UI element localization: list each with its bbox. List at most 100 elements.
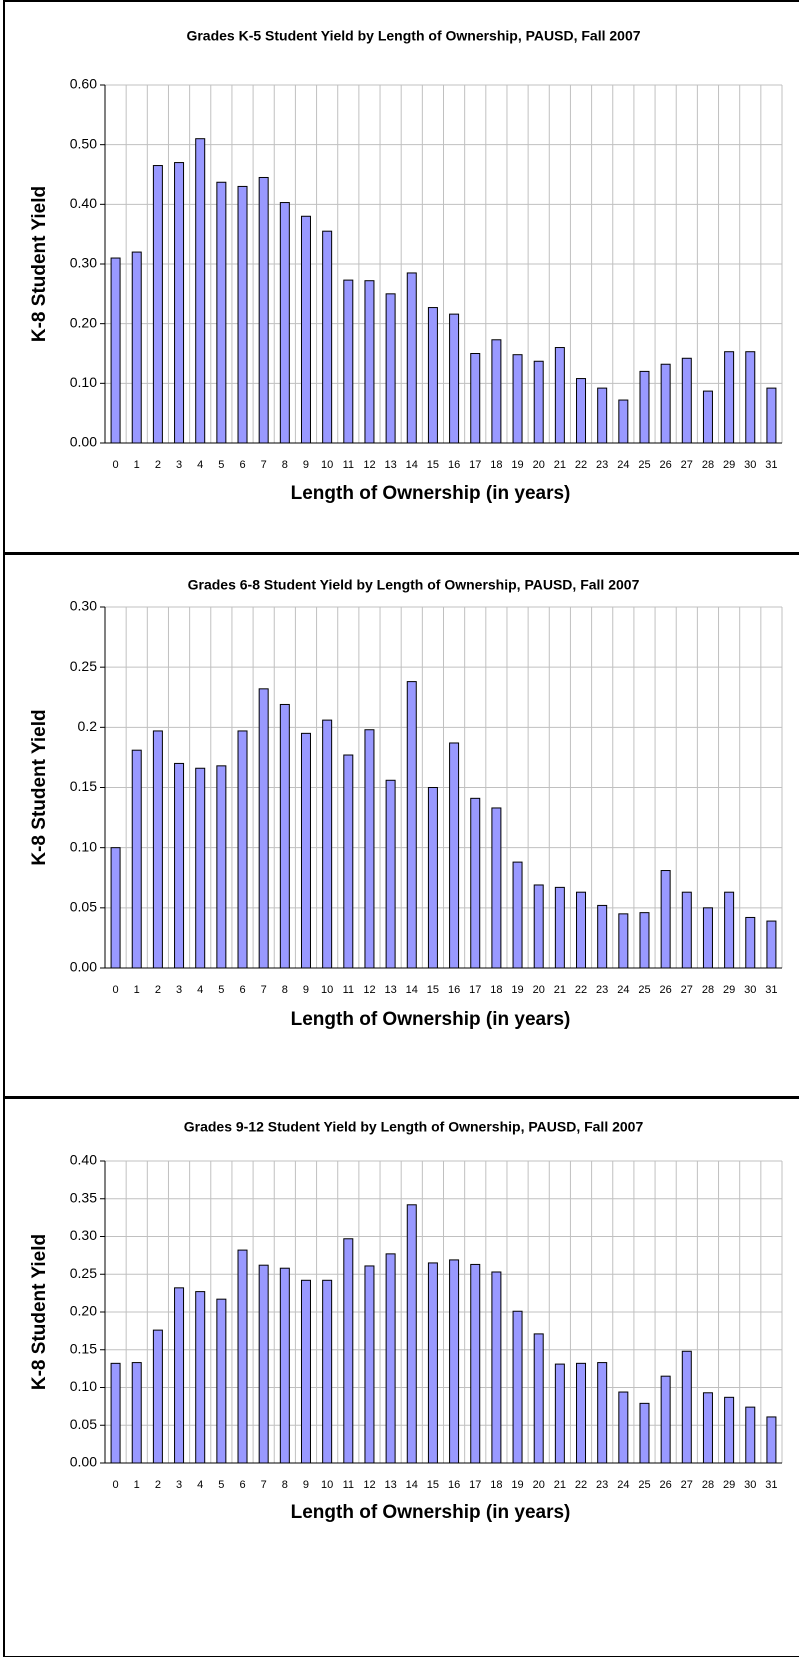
bar xyxy=(258,688,269,969)
bar xyxy=(406,1204,417,1464)
bar xyxy=(343,754,354,969)
chart-title: Grades K-5 Student Yield by Length of Ow… xyxy=(186,28,640,44)
x-tick-label: 19 xyxy=(511,984,523,996)
x-tick-label: 23 xyxy=(596,459,608,471)
x-tick-label: 4 xyxy=(197,459,203,471)
bar xyxy=(195,138,206,444)
y-tick-label: 0.05 xyxy=(70,899,97,915)
bar xyxy=(470,797,481,969)
y-tick-label: 0.15 xyxy=(70,1340,97,1356)
y-tick-label: 0.30 xyxy=(70,598,97,614)
bar xyxy=(597,1362,608,1464)
x-tick-label: 17 xyxy=(469,1479,481,1491)
bar xyxy=(449,1259,460,1464)
x-tick-label: 3 xyxy=(176,1479,182,1491)
bar xyxy=(322,719,333,969)
y-tick-label: 0.35 xyxy=(70,1189,97,1205)
bar xyxy=(702,390,713,444)
x-tick-label: 13 xyxy=(384,984,396,996)
x-tick-label: 18 xyxy=(490,459,502,471)
x-tick-label: 12 xyxy=(363,1479,375,1491)
x-tick-label: 27 xyxy=(681,459,693,471)
bar xyxy=(385,1253,396,1464)
y-tick-label: 0.40 xyxy=(70,195,97,211)
x-tick-label: 15 xyxy=(427,459,439,471)
x-tick-label: 16 xyxy=(448,984,460,996)
x-tick-label: 31 xyxy=(765,459,777,471)
x-tick-label: 7 xyxy=(261,984,267,996)
bar xyxy=(533,884,544,969)
x-tick-label: 17 xyxy=(469,459,481,471)
bar xyxy=(216,181,227,444)
bar xyxy=(639,1402,650,1464)
x-axis-title: Length of Ownership (in years) xyxy=(291,1009,571,1030)
y-tick-label: 0.00 xyxy=(70,434,97,450)
bar xyxy=(131,1362,142,1464)
x-tick-label: 22 xyxy=(575,984,587,996)
bar xyxy=(279,703,290,969)
y-tick-label: 0.60 xyxy=(70,76,97,92)
bar xyxy=(322,1279,333,1464)
bar xyxy=(364,280,375,444)
x-tick-label: 21 xyxy=(554,984,566,996)
x-tick-label: 2 xyxy=(155,459,161,471)
bar xyxy=(322,230,333,444)
x-tick-label: 1 xyxy=(134,459,140,471)
x-tick-label: 6 xyxy=(239,1479,245,1491)
x-axis-title: Length of Ownership (in years) xyxy=(291,1502,571,1523)
y-axis-title: K-8 Student Yield xyxy=(29,1234,50,1390)
bar xyxy=(406,681,417,969)
x-tick-label: 25 xyxy=(638,1479,650,1491)
bar xyxy=(597,387,608,444)
y-tick-label: 0.20 xyxy=(70,314,97,330)
bar xyxy=(660,363,671,444)
bar xyxy=(470,353,481,444)
x-tick-label: 9 xyxy=(303,1479,309,1491)
x-tick-label: 9 xyxy=(303,984,309,996)
bar xyxy=(597,904,608,969)
bar xyxy=(533,360,544,444)
x-tick-label: 5 xyxy=(218,1479,224,1491)
x-tick-label: 30 xyxy=(744,984,756,996)
x-tick-label: 24 xyxy=(617,459,629,471)
x-tick-label: 15 xyxy=(427,1479,439,1491)
bar xyxy=(681,1350,692,1464)
bar xyxy=(702,907,713,969)
x-tick-label: 26 xyxy=(660,459,672,471)
bar xyxy=(766,920,777,969)
bar xyxy=(554,886,565,969)
x-tick-label: 7 xyxy=(261,459,267,471)
x-tick-label: 8 xyxy=(282,459,288,471)
bar xyxy=(724,891,735,969)
bar xyxy=(745,351,756,444)
x-tick-label: 2 xyxy=(155,1479,161,1491)
x-tick-label: 6 xyxy=(239,984,245,996)
bar xyxy=(110,257,121,444)
x-tick-label: 16 xyxy=(448,459,460,471)
bar xyxy=(639,912,650,969)
x-tick-label: 0 xyxy=(113,459,119,471)
y-tick-label: 0.30 xyxy=(70,255,97,271)
x-tick-label: 27 xyxy=(681,984,693,996)
x-tick-label: 12 xyxy=(363,459,375,471)
x-tick-label: 0 xyxy=(113,1479,119,1491)
y-tick-label: 0.00 xyxy=(70,959,97,975)
bar xyxy=(745,1406,756,1464)
bar xyxy=(576,1362,587,1464)
bar xyxy=(554,347,565,444)
y-tick-label: 0.30 xyxy=(70,1227,97,1243)
bar xyxy=(195,767,206,969)
bar xyxy=(427,307,438,444)
bar xyxy=(427,787,438,969)
bar xyxy=(174,162,185,444)
bar xyxy=(195,1291,206,1464)
bar xyxy=(449,313,460,444)
x-tick-label: 11 xyxy=(343,1479,354,1491)
y-tick-label: 0.25 xyxy=(70,1265,97,1281)
x-tick-label: 15 xyxy=(427,984,439,996)
x-tick-label: 28 xyxy=(702,1479,714,1491)
x-tick-label: 29 xyxy=(723,1479,735,1491)
bar xyxy=(343,279,354,444)
x-tick-label: 21 xyxy=(554,1479,566,1491)
x-tick-label: 30 xyxy=(744,1479,756,1491)
